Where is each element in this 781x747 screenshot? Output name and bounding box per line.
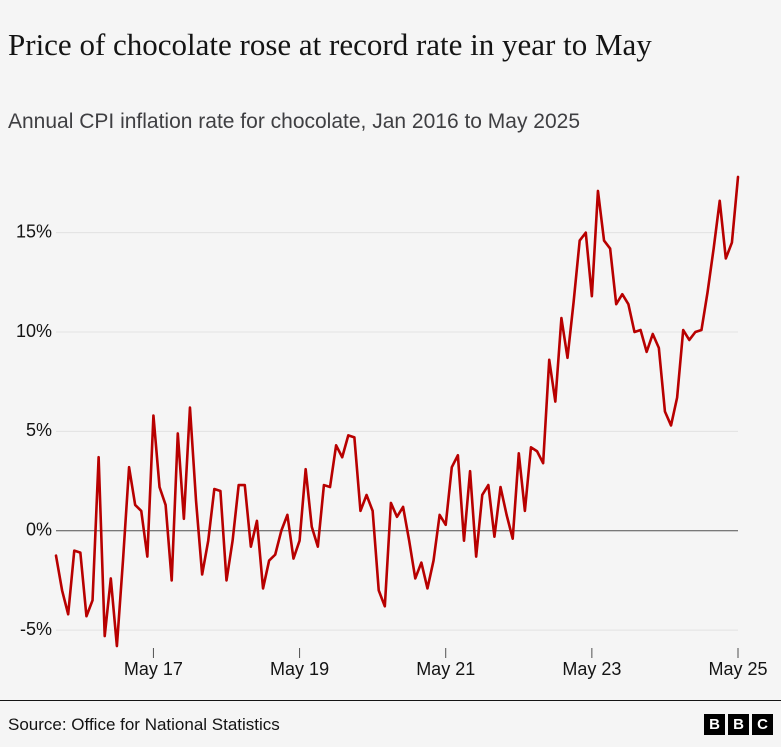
chart-title: Price of chocolate rose at record rate i… [8,27,652,62]
logo-letter: B [704,714,725,735]
logo-letter: C [752,714,773,735]
source: Source: Office for National Statistics [8,715,280,734]
data-line [54,175,740,648]
chart-subtitle: Annual CPI inflation rate for chocolate,… [8,110,581,133]
x-tick-label: May 25 [708,659,767,679]
y-tick-label: 10% [16,321,52,341]
x-tick-label: May 19 [270,659,329,679]
y-tick-label: 15% [16,221,52,241]
logo: B B C [704,714,773,735]
y-tick-label: -5% [20,619,52,639]
x-tick-label: May 17 [124,659,183,679]
x-tick-label: May 21 [416,659,475,679]
chart: -5% 0% 5% 10% 15% May 17 May 19 May 21 May 23 May… [16,175,768,679]
x-tick-label: May 23 [562,659,621,679]
y-tick-label: 5% [26,420,52,440]
y-tick-label: 0% [26,520,52,540]
logo-letter: B [728,714,749,735]
footer-rule [0,700,781,701]
